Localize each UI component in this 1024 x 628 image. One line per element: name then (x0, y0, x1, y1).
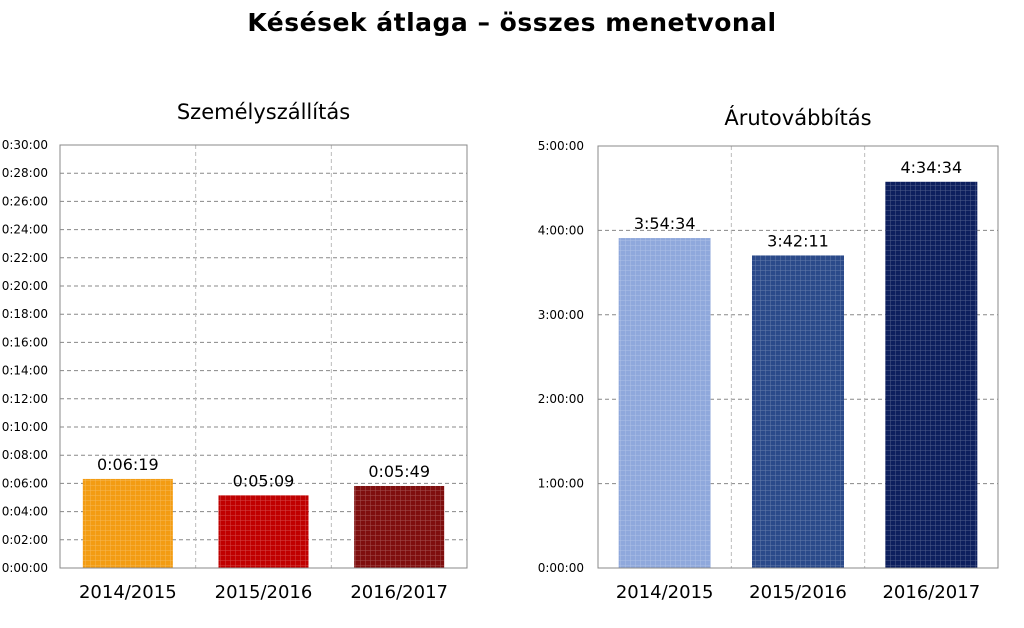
plot-frame (59, 144, 468, 569)
x-tick-label: 2014/2015 (79, 582, 177, 603)
chart-title-passenger: Személyszállítás (176, 100, 351, 124)
data-label: 0:05:49 (368, 462, 430, 481)
data-label: 0:06:19 (97, 455, 159, 474)
bar-texture (82, 478, 173, 568)
y-tick-label: 0:22:00 (2, 251, 48, 265)
y-tick-label: 0:06:00 (2, 476, 48, 490)
y-tick-label: 0:08:00 (2, 448, 48, 462)
y-tick-label: 3:00:00 (538, 308, 584, 322)
y-tick-label: 0:12:00 (2, 392, 48, 406)
data-label: 3:42:11 (767, 231, 829, 250)
x-tick-label: 2016/2017 (882, 582, 980, 603)
y-tick-label: 0:00:00 (538, 561, 584, 575)
y-tick-label: 0:24:00 (2, 223, 48, 237)
x-tick-label: 2014/2015 (616, 582, 714, 603)
y-tick-label: 2:00:00 (538, 392, 584, 406)
bar-texture (218, 495, 309, 568)
x-tick-label: 2016/2017 (350, 582, 448, 603)
bar-texture (618, 238, 711, 568)
bar-texture (354, 485, 445, 568)
bar-texture (885, 181, 978, 568)
page-title: Késések átlaga – összes menetvonal (247, 8, 777, 37)
y-tick-label: 0:10:00 (2, 420, 48, 434)
y-tick-label: 0:16:00 (2, 335, 48, 349)
y-tick-label: 0:00:00 (2, 561, 48, 575)
y-tick-label: 0:20:00 (2, 279, 48, 293)
data-label: 4:34:34 (900, 158, 962, 177)
data-label: 3:54:34 (634, 214, 696, 233)
y-tick-label: 0:26:00 (2, 194, 48, 208)
y-tick-label: 0:28:00 (2, 166, 48, 180)
bar-texture (752, 255, 844, 569)
y-tick-label: 0:02:00 (2, 533, 48, 547)
y-tick-label: 0:18:00 (2, 307, 48, 321)
plot-frame (597, 145, 999, 569)
data-label: 0:05:09 (233, 471, 295, 490)
y-tick-label: 0:30:00 (2, 138, 48, 152)
y-tick-label: 4:00:00 (538, 223, 584, 237)
x-tick-label: 2015/2016 (215, 582, 313, 603)
y-tick-label: 0:04:00 (2, 505, 48, 519)
x-tick-label: 2015/2016 (749, 582, 847, 603)
chart-title-freight: Árutovábbítás (724, 106, 872, 130)
y-tick-label: 5:00:00 (538, 139, 584, 153)
y-tick-label: 1:00:00 (538, 477, 584, 491)
y-tick-label: 0:14:00 (2, 364, 48, 378)
